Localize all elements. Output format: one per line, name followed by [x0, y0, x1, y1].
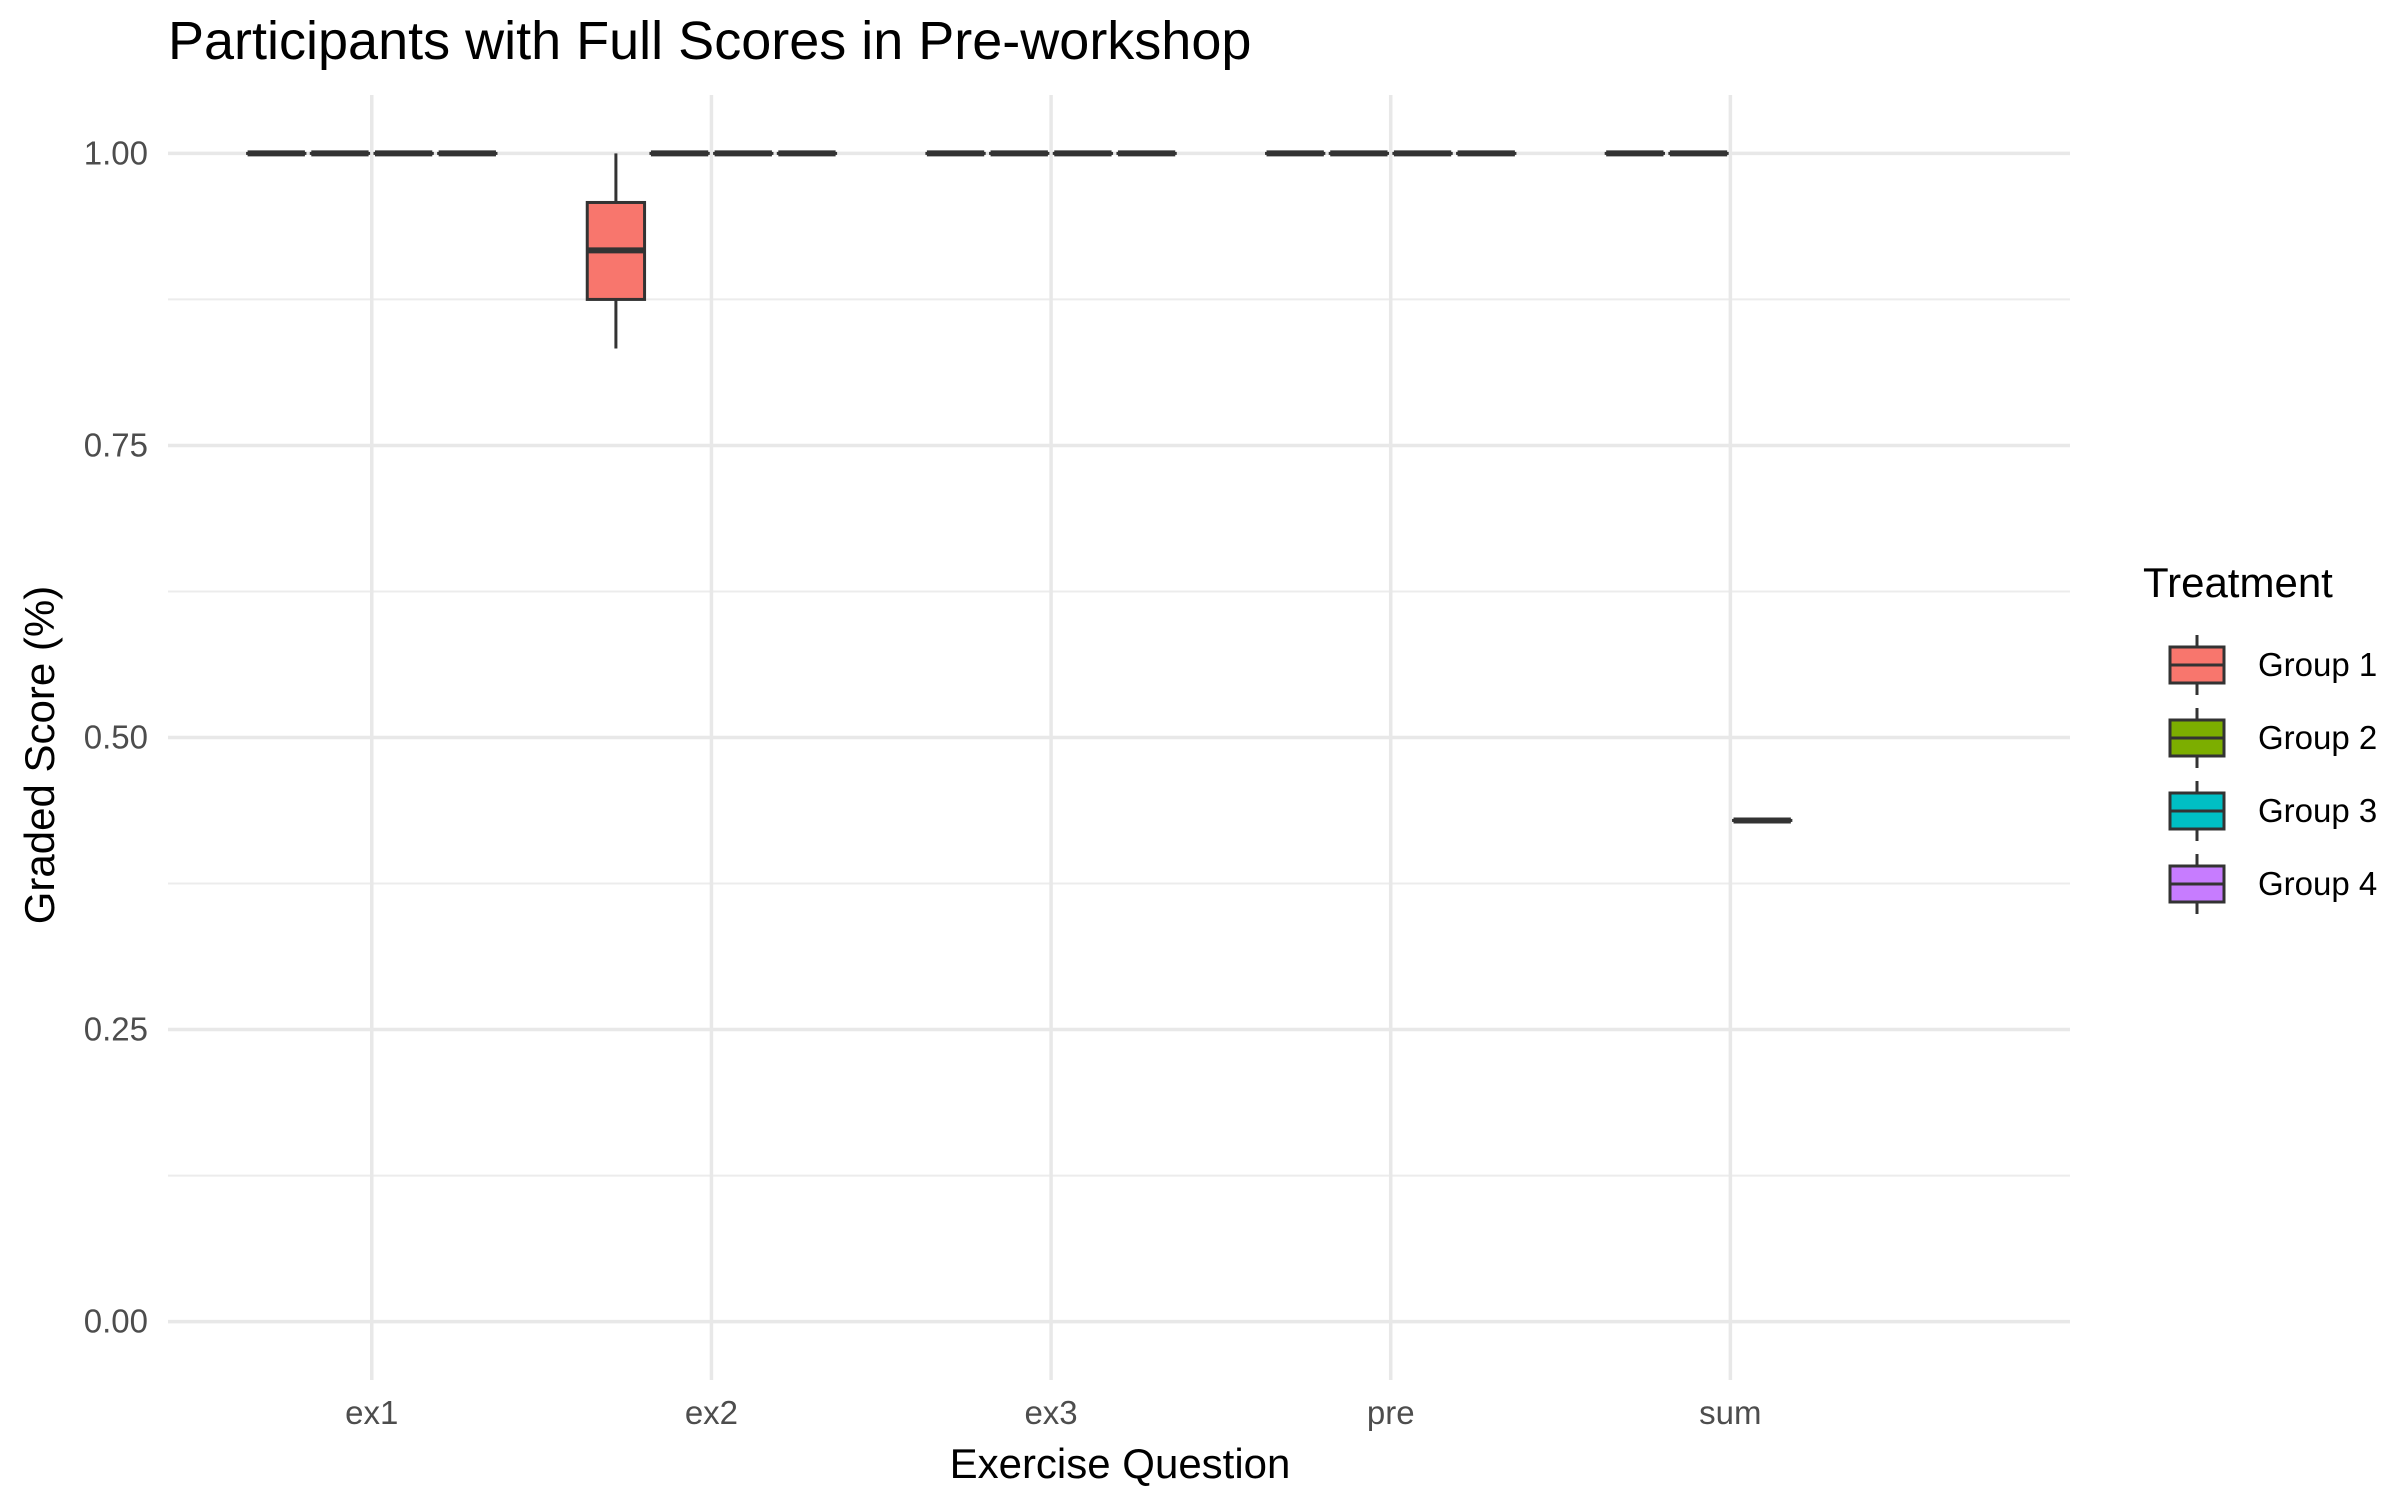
- legend-title: Treatment: [2143, 559, 2333, 606]
- legend-items: Group 1 Group 2 Group 3 Group 4: [2168, 635, 2377, 914]
- x-tick-label: sum: [1699, 1394, 1761, 1431]
- x-axis-ticks: ex1 ex2 ex3 pre sum: [345, 1394, 1761, 1431]
- y-axis-title: Graded Score (%): [16, 586, 63, 924]
- y-axis-ticks: 0.00 0.25 0.50 0.75 1.00: [84, 134, 148, 1339]
- gridlines: [168, 95, 2070, 1380]
- x-axis-title: Exercise Question: [950, 1440, 1291, 1487]
- y-tick-label: 0.50: [84, 719, 148, 756]
- legend-item: Group 2: [2168, 708, 2377, 768]
- y-tick-label: 0.75: [84, 426, 148, 463]
- y-tick-label: 0.00: [84, 1303, 148, 1340]
- box-group-1-ex2: [585, 153, 647, 349]
- boxes: [246, 150, 1793, 824]
- x-tick-label: ex1: [345, 1394, 398, 1431]
- y-tick-label: 1.00: [84, 134, 148, 171]
- legend: Treatment Group 1 Group 2 Group 3 Group 4: [2143, 559, 2377, 914]
- legend-label: Group 1: [2258, 646, 2377, 683]
- legend-item: Group 3: [2168, 781, 2377, 841]
- x-tick-label: ex3: [1024, 1394, 1077, 1431]
- y-tick-label: 0.25: [84, 1011, 148, 1048]
- legend-label: Group 4: [2258, 865, 2377, 902]
- legend-item: Group 4: [2168, 854, 2377, 914]
- legend-label: Group 2: [2258, 719, 2377, 756]
- legend-item: Group 1: [2168, 635, 2377, 695]
- x-tick-label: ex2: [685, 1394, 738, 1431]
- chart-title: Participants with Full Scores in Pre-wor…: [168, 11, 1252, 71]
- legend-label: Group 3: [2258, 792, 2377, 829]
- x-tick-label: pre: [1367, 1394, 1415, 1431]
